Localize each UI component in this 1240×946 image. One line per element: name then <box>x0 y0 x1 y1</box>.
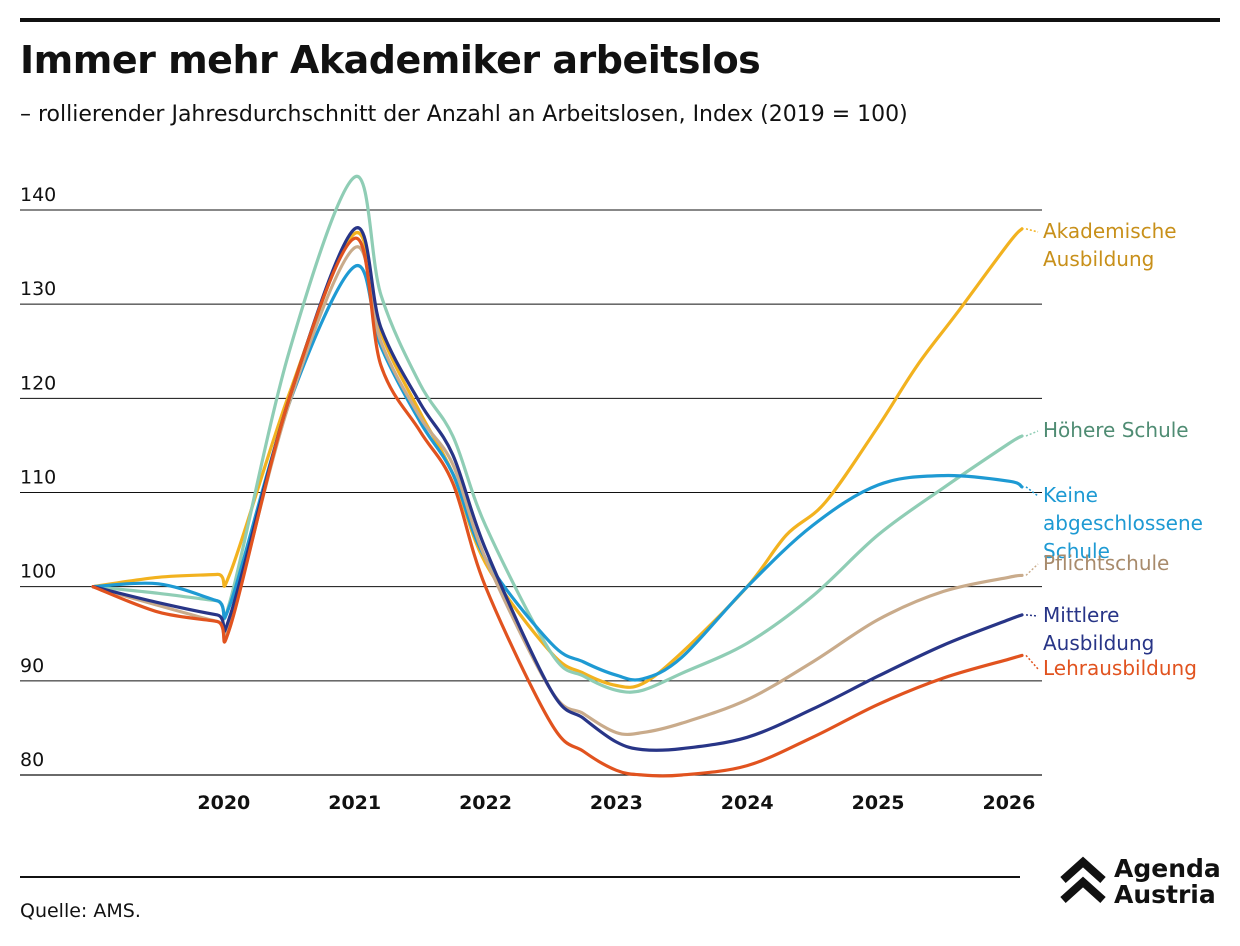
x-tick-label: 2023 <box>590 792 643 814</box>
logo-line-2: Austria <box>1114 880 1216 909</box>
series-label-3: Keine abgeschlossene Schule <box>1043 483 1203 563</box>
y-tick-label: 140 <box>20 184 56 206</box>
source-note: Quelle: AMS. <box>20 900 141 922</box>
x-tick-label: 2024 <box>721 792 774 814</box>
series-line-2 <box>91 174 1024 694</box>
series-leader-5 <box>1025 614 1039 617</box>
y-tick-label: 110 <box>20 467 56 489</box>
series-leader-4 <box>1025 563 1039 576</box>
y-tick-label: 100 <box>20 561 56 583</box>
y-tick-label: 130 <box>20 278 56 300</box>
logo-wordmark: Agenda Austria <box>1114 856 1221 908</box>
x-tick-label: 2025 <box>852 792 905 814</box>
series-line-6 <box>91 236 1024 778</box>
logo-line-1: Agenda <box>1114 854 1221 883</box>
gridlines <box>20 209 1042 776</box>
chart-title: Immer mehr Akademiker arbeitslos <box>20 38 761 82</box>
chevron-up-icon <box>1060 856 1106 903</box>
y-tick-label: 90 <box>20 655 44 677</box>
y-axis-ticks: 80 90 100 110 120 130 140 <box>20 184 56 771</box>
series-labels: Akademische Ausbildung Höhere Schule Keine a… <box>1025 219 1203 680</box>
chart-subtitle: – rollierender Jahresdurchschnitt der An… <box>20 102 908 127</box>
series-label-2: Höhere Schule <box>1043 418 1189 442</box>
x-tick-label: 2026 <box>982 792 1035 814</box>
series-label-4: Pflichtschule <box>1043 551 1169 575</box>
series-label-1: Akademische Ausbildung <box>1043 219 1177 271</box>
y-tick-label: 80 <box>20 749 44 771</box>
x-tick-label: 2020 <box>197 792 250 814</box>
x-axis-ticks: 2020 2021 2022 2023 2024 2025 2026 <box>197 792 1035 814</box>
series-lines <box>91 174 1024 778</box>
x-tick-label: 2022 <box>459 792 512 814</box>
agenda-austria-logo: Agenda Austria <box>1058 856 1228 910</box>
series-leader-6 <box>1025 654 1039 670</box>
series-label-6: Lehrausbildung <box>1043 656 1197 680</box>
line-chart: 80 90 100 110 120 130 140 2020 2021 2022 2023 2024… <box>20 174 1203 814</box>
series-label-5: Mittlere Ausbildung <box>1043 603 1154 655</box>
series-leader-3 <box>1025 486 1039 497</box>
y-tick-label: 120 <box>20 372 56 394</box>
top-rule <box>20 18 1220 22</box>
bottom-rule <box>20 876 1020 878</box>
x-tick-label: 2021 <box>328 792 381 814</box>
series-line-5 <box>91 226 1024 752</box>
series-leader-2 <box>1025 430 1039 437</box>
series-leader-1 <box>1025 228 1039 233</box>
